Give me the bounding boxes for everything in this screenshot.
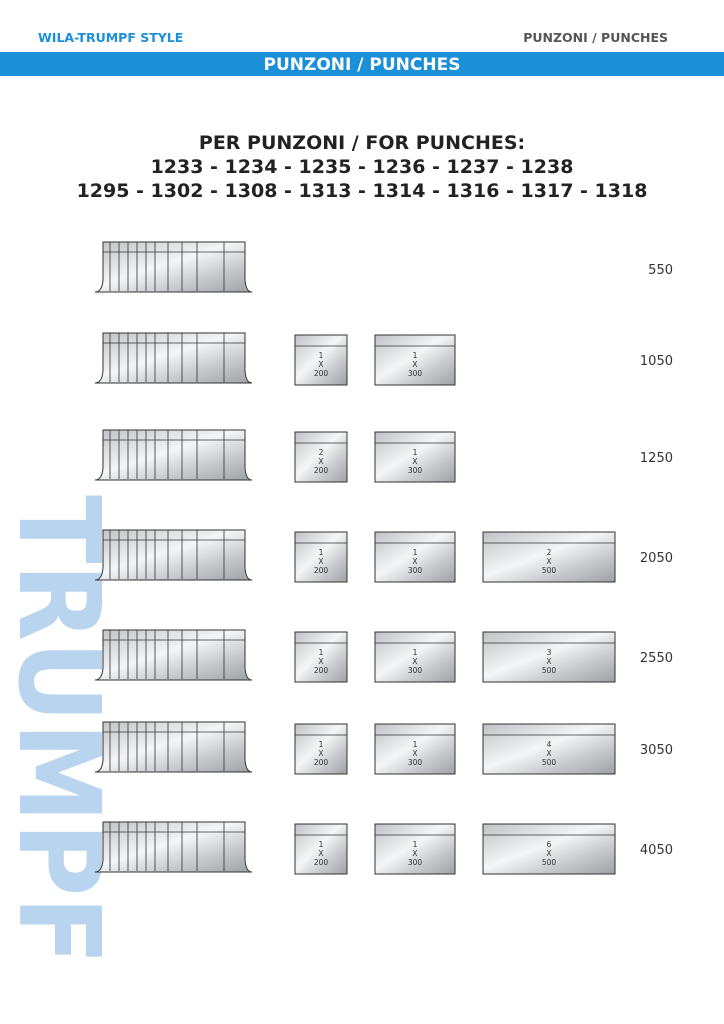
piece-count: 1	[319, 351, 324, 360]
piece	[482, 723, 616, 775]
piece-count: 1	[413, 351, 418, 360]
piece-count: 2	[319, 448, 324, 457]
piece	[374, 334, 456, 386]
piece-size: 500	[542, 666, 557, 675]
piece	[294, 431, 348, 483]
piece	[374, 631, 456, 683]
punch-block	[94, 429, 253, 481]
length-label: 3050	[640, 743, 673, 758]
header-right: PUNZONI / PUNCHES	[523, 30, 668, 45]
piece-count: 1	[413, 840, 418, 849]
banner-title: PUNZONI / PUNCHES	[264, 55, 461, 75]
piece-times: X	[546, 749, 551, 758]
piece-size: 300	[408, 369, 423, 378]
piece-size: 200	[314, 466, 329, 475]
piece-times: X	[318, 657, 323, 666]
piece-times: X	[412, 360, 417, 369]
piece	[374, 723, 456, 775]
piece-count: 1	[413, 548, 418, 557]
piece-count: 4	[547, 740, 552, 749]
piece-times: X	[318, 557, 323, 566]
piece-size: 300	[408, 858, 423, 867]
piece-size: 200	[314, 758, 329, 767]
punch-block	[94, 721, 253, 773]
punch-block	[94, 332, 253, 384]
piece	[294, 723, 348, 775]
piece	[294, 334, 348, 386]
heading: 1295 - 1302 - 1308 - 1313 - 1314 - 1316 …	[77, 180, 648, 202]
piece-times: X	[412, 849, 417, 858]
piece	[482, 631, 616, 683]
rows: 55010501X2001X30012502X2001X30020501X200…	[94, 241, 673, 875]
piece-times: X	[412, 457, 417, 466]
piece-size: 200	[314, 666, 329, 675]
piece-times: X	[546, 657, 551, 666]
piece-count: 1	[319, 740, 324, 749]
piece-size: 300	[408, 466, 423, 475]
piece	[374, 431, 456, 483]
piece-size: 200	[314, 369, 329, 378]
banner	[0, 52, 724, 76]
piece	[294, 823, 348, 875]
piece-size: 200	[314, 858, 329, 867]
piece-times: X	[546, 557, 551, 566]
piece	[482, 823, 616, 875]
piece-size: 300	[408, 666, 423, 675]
heading: 1233 - 1234 - 1235 - 1236 - 1237 - 1238	[151, 156, 574, 178]
piece-times: X	[318, 360, 323, 369]
piece-times: X	[318, 457, 323, 466]
piece-times: X	[546, 849, 551, 858]
length-label: 2550	[640, 651, 673, 666]
punch-block	[94, 529, 253, 581]
punch-block	[94, 241, 253, 293]
piece	[374, 531, 456, 583]
piece-size: 200	[314, 566, 329, 575]
piece-count: 1	[319, 840, 324, 849]
piece-count: 1	[413, 448, 418, 457]
heading: PER PUNZONI / FOR PUNCHES:	[199, 132, 525, 154]
header-left: WILA-TRUMPF STYLE	[38, 30, 183, 45]
length-label: 4050	[640, 843, 673, 858]
piece-size: 500	[542, 758, 557, 767]
row: 550	[94, 241, 673, 293]
length-label: 2050	[640, 551, 673, 566]
piece-size: 300	[408, 758, 423, 767]
piece-count: 2	[547, 548, 552, 557]
piece	[294, 531, 348, 583]
piece-count: 1	[413, 740, 418, 749]
piece-size: 500	[542, 566, 557, 575]
punch-block	[94, 821, 253, 873]
piece-count: 1	[413, 648, 418, 657]
piece-count: 6	[547, 840, 552, 849]
piece	[294, 631, 348, 683]
piece-count: 1	[319, 648, 324, 657]
piece-times: X	[412, 749, 417, 758]
punch-block	[94, 629, 253, 681]
piece	[482, 531, 616, 583]
piece-times: X	[412, 657, 417, 666]
piece-times: X	[318, 749, 323, 758]
piece-count: 1	[319, 548, 324, 557]
piece-size: 300	[408, 566, 423, 575]
length-label: 550	[648, 263, 673, 278]
piece-times: X	[318, 849, 323, 858]
length-label: 1050	[640, 354, 673, 369]
piece	[374, 823, 456, 875]
piece-times: X	[412, 557, 417, 566]
length-label: 1250	[640, 451, 673, 466]
piece-count: 3	[547, 648, 552, 657]
piece-size: 500	[542, 858, 557, 867]
